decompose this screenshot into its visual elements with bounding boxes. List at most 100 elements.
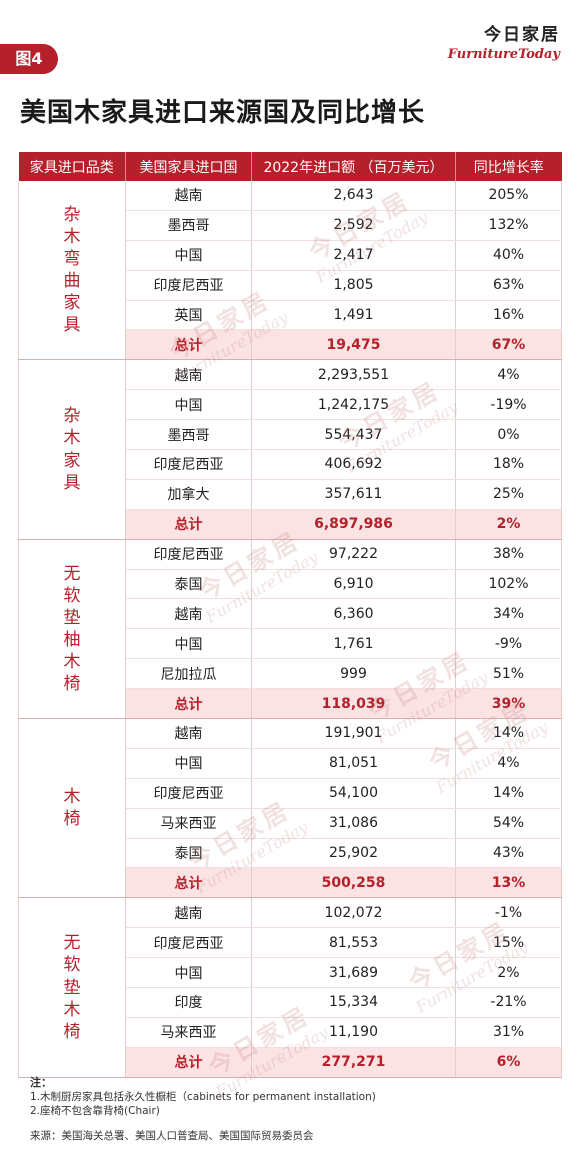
- notes: 注： 1.木制厨房家具包括永久性橱柜（cabinets for permanen…: [30, 1076, 376, 1118]
- growth-cell: 38%: [455, 539, 562, 570]
- import-value-cell: 191,901: [251, 718, 456, 749]
- import-value-cell: 97,222: [251, 539, 456, 570]
- growth-cell: -19%: [455, 389, 562, 421]
- table-row: 木椅 越南 191,901 14%: [18, 718, 562, 899]
- import-value-cell: 2,293,551: [251, 359, 456, 391]
- country-cell: 越南: [125, 598, 252, 630]
- table-row: 无软垫木椅 越南 102,072 -1%: [18, 897, 562, 1078]
- import-value-cell: 2,417: [251, 240, 456, 271]
- import-value-cell: 6,360: [251, 598, 456, 630]
- country-cell: 中国: [125, 957, 252, 989]
- growth-cell: 205%: [455, 181, 562, 211]
- country-cell: 英国: [125, 300, 252, 331]
- table-row: 印度 15,334 -21%: [19, 987, 562, 1018]
- growth-cell: 14%: [455, 718, 562, 749]
- table-row: 墨西哥 554,437 0%: [19, 419, 562, 451]
- category-cell: 木椅: [18, 718, 126, 899]
- brand-logo: 今日家居 FurnitureToday: [448, 20, 560, 62]
- country-cell: 印度尼西亚: [125, 778, 252, 809]
- table-row: 无软垫柚木椅 印度尼西亚 97,222 38%: [18, 539, 562, 720]
- country-cell: 越南: [125, 359, 252, 391]
- table-row: 泰国 25,902 43%: [19, 838, 562, 869]
- growth-cell: 54%: [455, 808, 562, 839]
- import-value-cell: 406,692: [251, 449, 456, 480]
- total-growth-cell: 39%: [455, 688, 562, 720]
- growth-cell: 2%: [455, 957, 562, 989]
- category-label: 杂木弯曲家具: [63, 204, 81, 336]
- country-cell: 印度尼西亚: [125, 927, 252, 959]
- country-cell: 墨西哥: [125, 210, 252, 241]
- import-value-cell: 2,643: [251, 181, 456, 211]
- country-cell: 泰国: [125, 569, 252, 600]
- growth-cell: 0%: [455, 419, 562, 451]
- import-value-cell: 15,334: [251, 987, 456, 1018]
- note-line: 1.木制厨房家具包括永久性橱柜（cabinets for permanent i…: [30, 1091, 376, 1103]
- total-label-cell: 总计: [125, 688, 252, 720]
- import-value-cell: 11,190: [251, 1017, 456, 1048]
- country-cell: 印度尼西亚: [125, 449, 252, 480]
- growth-cell: 31%: [455, 1017, 562, 1048]
- total-value-cell: 500,258: [251, 867, 456, 899]
- growth-cell: 25%: [455, 479, 562, 510]
- table-row: 越南 6,360 34%: [19, 598, 562, 630]
- country-cell: 加拿大: [125, 479, 252, 510]
- growth-cell: 4%: [455, 359, 562, 391]
- growth-cell: 102%: [455, 569, 562, 600]
- country-cell: 中国: [125, 389, 252, 421]
- header-category: 家具进口品类: [18, 152, 126, 181]
- category-cell: 杂木家具: [18, 359, 126, 540]
- country-cell: 越南: [125, 181, 252, 211]
- brand-cn: 今日家居: [484, 25, 560, 45]
- category-cell: 无软垫柚木椅: [18, 539, 126, 720]
- table-header-row: 家具进口品类 美国家具进口国 2022年进口额 （百万美元） 同比增长率: [18, 152, 562, 181]
- growth-cell: 14%: [455, 778, 562, 809]
- total-row: 总计 500,258 13%: [19, 867, 562, 899]
- country-cell: 越南: [125, 718, 252, 749]
- country-cell: 泰国: [125, 838, 252, 869]
- growth-cell: 40%: [455, 240, 562, 271]
- import-value-cell: 54,100: [251, 778, 456, 809]
- growth-cell: 15%: [455, 927, 562, 959]
- country-cell: 中国: [125, 748, 252, 779]
- import-value-cell: 999: [251, 658, 456, 690]
- figure-tag: 图4: [0, 44, 58, 74]
- growth-cell: 4%: [455, 748, 562, 779]
- import-value-cell: 25,902: [251, 838, 456, 869]
- header-import-value: 2022年进口额 （百万美元）: [251, 152, 456, 181]
- total-growth-cell: 6%: [455, 1047, 562, 1078]
- table-body: 杂木弯曲家具 越南 2,643 205% 墨西哥 2,592 132% 中国 2,417 40% 印…: [18, 181, 562, 1078]
- country-cell: 马来西亚: [125, 808, 252, 839]
- table-row: 杂木家具 越南 2,293,551 4%: [18, 359, 562, 540]
- import-value-cell: 1,491: [251, 300, 456, 331]
- note-line: 2.座椅不包含靠背椅(Chair): [30, 1105, 160, 1117]
- country-cell: 印度: [125, 987, 252, 1018]
- country-cell: 马来西亚: [125, 1017, 252, 1048]
- table-row: 中国 1,761 -9%: [19, 628, 562, 660]
- country-cell: 印度尼西亚: [125, 539, 252, 570]
- total-value-cell: 19,475: [251, 329, 456, 361]
- category-label: 无软垫木椅: [63, 933, 81, 1042]
- table-row: 中国 2,417 40%: [19, 240, 562, 271]
- total-row: 总计 277,271 6%: [19, 1047, 562, 1078]
- growth-cell: -1%: [455, 897, 562, 929]
- total-growth-cell: 67%: [455, 329, 562, 361]
- growth-cell: -21%: [455, 987, 562, 1018]
- country-cell: 尼加拉瓜: [125, 658, 252, 690]
- growth-cell: 18%: [455, 449, 562, 480]
- import-value-cell: 81,553: [251, 927, 456, 959]
- growth-cell: 43%: [455, 838, 562, 869]
- total-value-cell: 118,039: [251, 688, 456, 720]
- table-row: 泰国 6,910 102%: [19, 569, 562, 600]
- table-row: 英国 1,491 16%: [19, 300, 562, 331]
- import-value-cell: 554,437: [251, 419, 456, 451]
- category-label: 木椅: [63, 787, 81, 830]
- growth-cell: 63%: [455, 270, 562, 301]
- page-title: 美国木家具进口来源国及同比增长: [20, 98, 426, 128]
- import-value-cell: 1,242,175: [251, 389, 456, 421]
- growth-cell: 16%: [455, 300, 562, 331]
- table-row: 印度尼西亚 406,692 18%: [19, 449, 562, 480]
- header-growth: 同比增长率: [455, 152, 562, 181]
- import-value-cell: 2,592: [251, 210, 456, 241]
- total-label-cell: 总计: [125, 1047, 252, 1078]
- import-value-cell: 102,072: [251, 897, 456, 929]
